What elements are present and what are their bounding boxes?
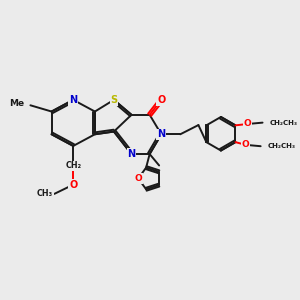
- Text: N: N: [69, 95, 77, 105]
- Text: CH₂CH₃: CH₂CH₃: [269, 120, 297, 126]
- Text: O: O: [244, 119, 251, 128]
- Text: O: O: [242, 140, 250, 149]
- Text: N: N: [157, 129, 165, 139]
- Text: O: O: [157, 95, 165, 105]
- Text: O: O: [134, 174, 142, 183]
- Text: CH₃: CH₃: [37, 189, 53, 198]
- Text: N: N: [128, 149, 136, 159]
- Text: CH₂: CH₂: [65, 161, 81, 170]
- Text: O: O: [69, 180, 77, 190]
- Text: Me: Me: [9, 99, 25, 108]
- Text: S: S: [110, 95, 117, 105]
- Text: CH₂CH₃: CH₂CH₃: [267, 143, 296, 149]
